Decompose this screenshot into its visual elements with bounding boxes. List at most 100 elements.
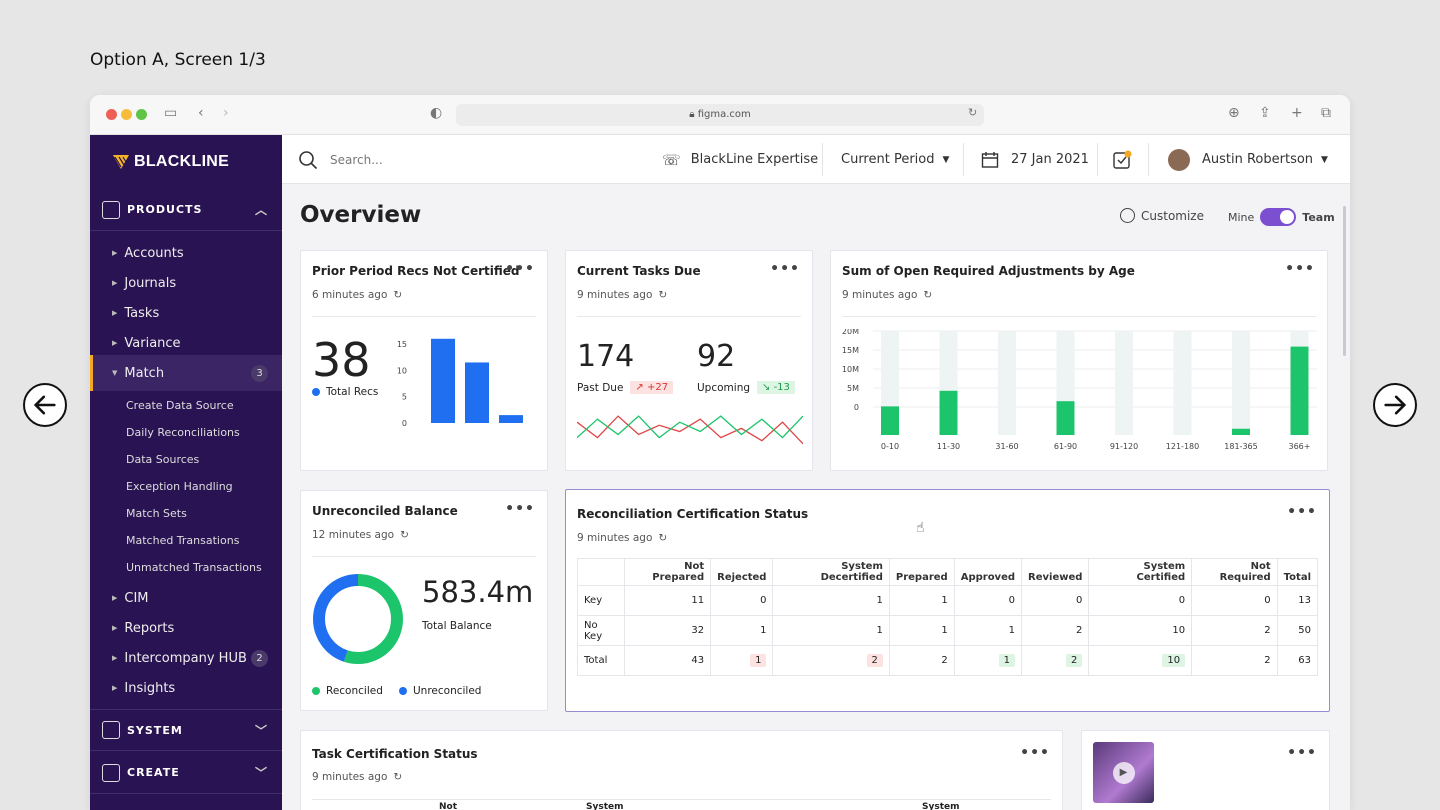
refresh-icon[interactable]: ↻: [393, 289, 403, 301]
bar-background: [1115, 331, 1133, 435]
table-cell: 13: [1276, 585, 1319, 616]
sidebar-item-cim[interactable]: ▶ CIM: [90, 583, 282, 613]
refresh-icon[interactable]: ↻: [400, 529, 409, 541]
table-cell: 32: [623, 615, 712, 646]
gauge-icon: [1120, 208, 1135, 223]
bar: [1232, 428, 1250, 435]
period-dropdown[interactable]: Current Period ▼: [841, 135, 949, 184]
caret-down-icon: ▼: [1321, 154, 1328, 165]
cell-value: 2: [866, 654, 883, 667]
column-header: [577, 558, 625, 586]
scrollbar[interactable]: [1343, 206, 1346, 356]
refresh-icon[interactable]: ↻: [658, 289, 668, 301]
subitem-data-sources[interactable]: Data Sources: [126, 453, 200, 466]
total-recs-value: 38: [312, 333, 371, 387]
sidebar-item-tasks[interactable]: ▶ Tasks: [90, 298, 282, 328]
table-cell: 2: [888, 645, 955, 676]
subitem-matched-transactions[interactable]: Matched Transations: [126, 534, 240, 547]
table-cell: 0: [1021, 585, 1090, 616]
tasks-button[interactable]: [1112, 135, 1132, 184]
close-dot[interactable]: [106, 109, 117, 120]
maximize-dot[interactable]: [136, 109, 147, 120]
url-text: figma.com: [697, 109, 751, 120]
more-options-icon[interactable]: •••: [1287, 745, 1317, 761]
column-header: System Certified: [1088, 558, 1193, 586]
reload-icon[interactable]: ↻: [968, 106, 978, 119]
more-options-icon[interactable]: •••: [505, 501, 535, 517]
next-arrow-icon[interactable]: [1373, 383, 1417, 427]
sidebar-item-reports[interactable]: ▶ Reports: [90, 613, 282, 643]
sidebar-toggle-icon[interactable]: ▭: [164, 105, 178, 121]
more-options-icon[interactable]: •••: [1285, 261, 1315, 277]
sidebar-item-accounts[interactable]: ▶ Accounts: [90, 238, 282, 268]
sidebar-item-variance[interactable]: ▶ Variance: [90, 328, 282, 358]
caret-down-icon: ▼: [112, 369, 118, 377]
new-tab-icon[interactable]: +: [1291, 105, 1303, 121]
expertise-button[interactable]: ☏ BlackLine Expertise: [662, 135, 818, 184]
series-line-red: [577, 415, 803, 445]
search-input[interactable]: Search...: [330, 152, 383, 167]
prior-period-recs-card: Prior Period Recs Not Certified ••• 6 mi…: [300, 250, 548, 471]
create-section-header[interactable]: CREATE ﹀: [90, 752, 282, 794]
sidebar-item-journals[interactable]: ▶ Journals: [90, 268, 282, 298]
intercompany-count-badge: 2: [251, 649, 268, 667]
card-title: Task Certification Status: [312, 747, 478, 761]
subitem-match-sets[interactable]: Match Sets: [126, 507, 187, 520]
table-cell: Total: [577, 645, 625, 676]
refresh-icon[interactable]: ↻: [393, 771, 403, 783]
subitem-create-data-source[interactable]: Create Data Source: [126, 399, 234, 412]
subitem-exception-handling[interactable]: Exception Handling: [126, 480, 233, 493]
back-icon[interactable]: ‹: [198, 105, 204, 121]
cell-value: 1: [1008, 625, 1016, 636]
refresh-icon[interactable]: ↻: [658, 532, 668, 544]
subitem-unmatched-transactions[interactable]: Unmatched Transactions: [126, 561, 262, 574]
table-row: Total 43 1 2 2 1 2 10 2 63: [577, 645, 1319, 676]
forward-icon[interactable]: ›: [223, 105, 229, 121]
play-icon[interactable]: ▶: [1112, 761, 1135, 784]
updated-time: 12 minutes ago: [312, 529, 395, 541]
sidebar-item-insights[interactable]: ▶ Insights: [90, 673, 282, 703]
y-tick-label: 10M: [842, 365, 859, 374]
more-options-icon[interactable]: •••: [505, 261, 535, 277]
date-picker[interactable]: 27 Jan 2021: [981, 135, 1089, 184]
cell-value: 10: [1172, 625, 1186, 636]
upcoming-row: Upcoming ↘ -13: [697, 381, 795, 394]
caret-down-icon: ▼: [942, 154, 950, 165]
minimize-dot[interactable]: [121, 109, 132, 120]
refresh-icon[interactable]: ↻: [923, 289, 933, 301]
products-section-header[interactable]: PRODUCTS ︿: [90, 189, 282, 231]
mine-label: Mine: [1228, 210, 1255, 224]
blackline-logo[interactable]: BLACKLINE: [112, 153, 229, 171]
cell-value: 2: [1264, 625, 1271, 636]
search-box[interactable]: Search...: [298, 135, 383, 184]
card-title: Current Tasks Due: [577, 264, 701, 278]
previous-arrow-icon[interactable]: [23, 383, 67, 427]
video-thumbnail[interactable]: ▶: [1093, 742, 1154, 803]
upcoming-delta: ↘ -13: [757, 381, 795, 394]
system-section-header[interactable]: SYSTEM ﹀: [90, 709, 282, 751]
more-options-icon[interactable]: •••: [1020, 745, 1050, 761]
user-menu[interactable]: Austin Robertson ▼: [1168, 135, 1328, 184]
y-tick-label: 15M: [842, 346, 859, 355]
mine-team-toggle[interactable]: Mine Team: [1228, 208, 1335, 226]
cell-value: 32: [691, 625, 705, 636]
download-icon[interactable]: ⊕: [1228, 105, 1240, 121]
url-bar[interactable]: 🔒︎ figma.com: [456, 104, 984, 126]
shield-icon: ◐: [430, 105, 443, 121]
column-header: Not Required: [1191, 558, 1278, 586]
table-cell: 1: [888, 615, 955, 646]
more-options-icon[interactable]: •••: [1287, 504, 1317, 520]
sidebar-item-intercompany-hub[interactable]: ▶ Intercompany HUB 2: [90, 643, 282, 673]
x-tick-label: 0-10: [881, 442, 899, 451]
sidebar-item-match[interactable]: ▼ Match 3: [90, 355, 282, 391]
subitem-daily-reconciliations[interactable]: Daily Reconciliations: [126, 426, 240, 439]
share-icon[interactable]: ⇪: [1259, 105, 1271, 121]
toggle-switch[interactable]: [1260, 208, 1297, 226]
logo-mark-icon: [113, 155, 129, 169]
customize-button[interactable]: Customize: [1120, 208, 1204, 223]
cell-value: 1: [760, 625, 767, 636]
more-options-icon[interactable]: •••: [770, 261, 800, 277]
unreconciled-balance-card: Unreconciled Balance ••• 12 minutes ago ↻…: [300, 490, 548, 711]
bar: [1056, 401, 1075, 435]
tabs-icon[interactable]: ⧉: [1321, 105, 1331, 121]
